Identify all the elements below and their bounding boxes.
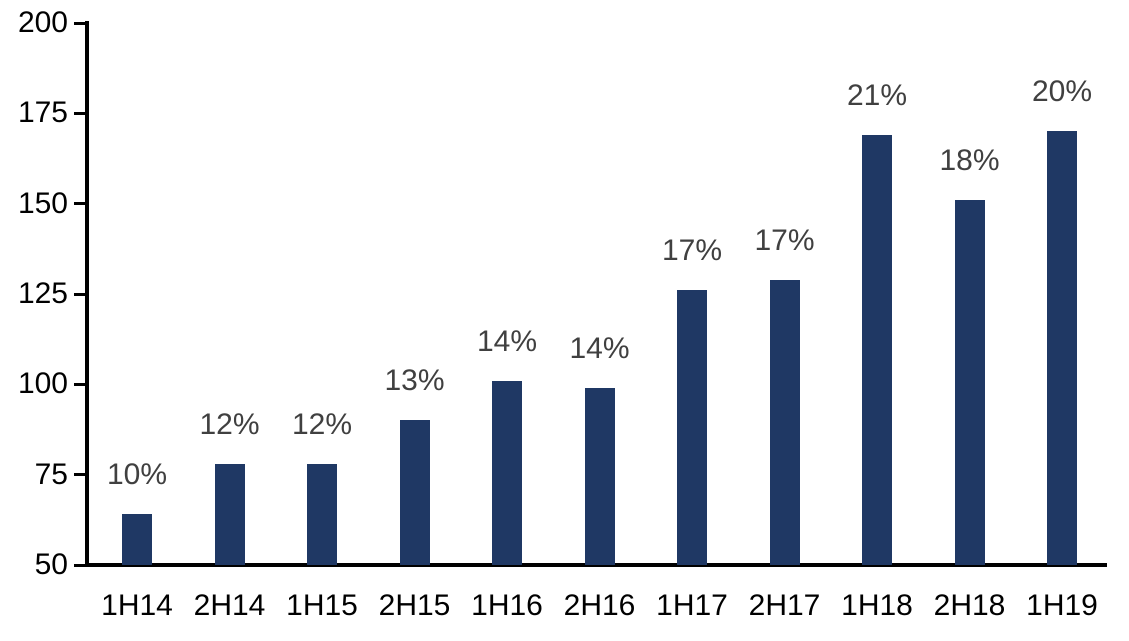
y-axis-line xyxy=(85,21,89,567)
y-tick-label: 150 xyxy=(17,186,68,220)
y-tick-mark xyxy=(74,292,85,296)
y-tick-mark xyxy=(74,21,85,25)
bar xyxy=(1047,131,1077,565)
x-axis-label: 2H14 xyxy=(193,589,266,622)
bar-value-label: 20% xyxy=(1031,75,1093,109)
x-axis-label: 1H19 xyxy=(1026,589,1098,622)
bar-value-label: 17% xyxy=(754,223,815,257)
y-tick-mark xyxy=(74,563,85,567)
x-axis-label: 1H14 xyxy=(101,589,173,622)
bar-value-label: 12% xyxy=(291,407,353,441)
y-tick-mark xyxy=(74,202,85,206)
y-tick-label: 200 xyxy=(17,6,68,39)
bar-value-label: 18% xyxy=(939,144,1000,178)
y-tick-label: 50 xyxy=(34,548,68,581)
y-tick-mark xyxy=(74,382,85,386)
bar-value-label: 17% xyxy=(661,234,723,268)
bar xyxy=(122,514,152,565)
x-axis-label: 2H16 xyxy=(563,589,636,622)
bar xyxy=(307,463,337,565)
bar xyxy=(769,279,800,565)
bar xyxy=(399,420,430,565)
x-axis-label: 2H15 xyxy=(378,589,451,622)
y-tick-mark xyxy=(74,111,85,115)
bar-value-label: 14% xyxy=(569,331,630,365)
y-tick-mark xyxy=(74,473,85,477)
x-axis-label: 1H16 xyxy=(471,589,543,622)
bar-value-label: 12% xyxy=(199,407,260,441)
bar-value-label: 14% xyxy=(476,324,538,358)
x-axis-label: 1H18 xyxy=(841,589,913,622)
bar xyxy=(584,387,615,565)
y-tick-label: 100 xyxy=(17,367,68,401)
x-axis-line xyxy=(85,563,1107,567)
y-tick-label: 75 xyxy=(34,457,68,491)
x-axis-label: 2H17 xyxy=(748,589,821,622)
bar-value-label: 10% xyxy=(106,458,168,492)
y-tick-label: 125 xyxy=(17,277,68,310)
bar xyxy=(214,463,245,565)
x-axis-label: 1H17 xyxy=(656,589,728,622)
bar-value-label: 13% xyxy=(384,364,445,398)
x-axis-label: 2H18 xyxy=(933,589,1006,622)
bar xyxy=(492,380,522,565)
bar-value-label: 21% xyxy=(846,79,908,113)
bar xyxy=(954,200,985,565)
y-tick-label: 175 xyxy=(17,96,68,130)
bar xyxy=(677,290,707,565)
bar xyxy=(862,135,892,565)
x-axis-label: 1H15 xyxy=(286,589,358,622)
